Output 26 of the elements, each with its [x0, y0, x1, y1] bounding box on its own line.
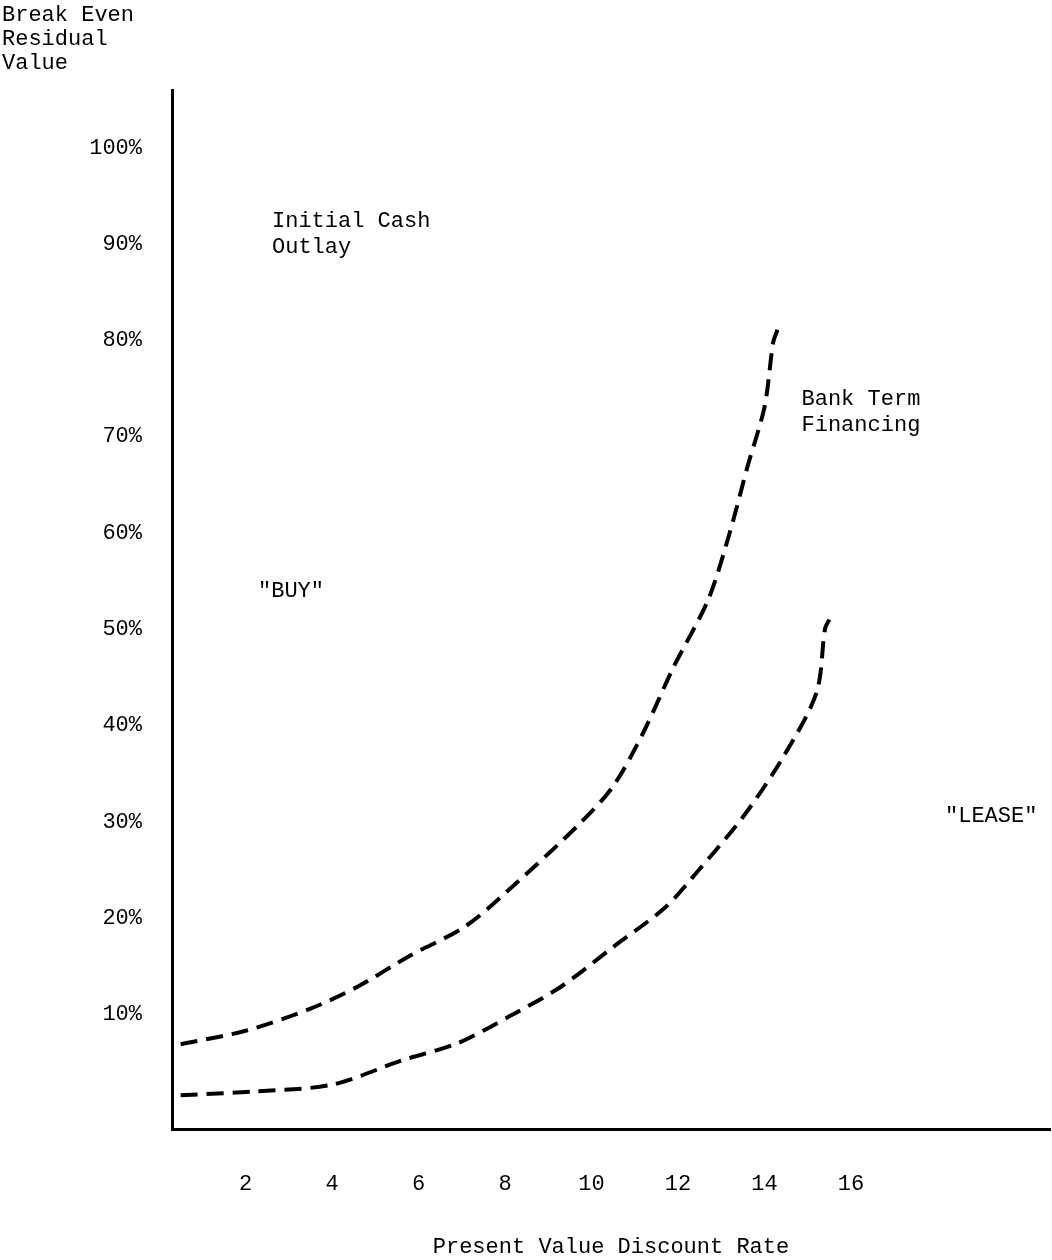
y-tick-label: 30% [102, 809, 143, 835]
y-tick-label: 70% [102, 424, 143, 450]
x-tick-label: 6 [411, 1172, 426, 1198]
annotation: "LEASE" [945, 803, 1038, 829]
y-axis-title: Break Even Residual Value [2, 2, 135, 76]
annotation: Initial Cash Outlay [272, 208, 431, 260]
series-label: Bank Term Financing [801, 386, 921, 438]
annotation: "BUY" [258, 578, 325, 604]
x-tick-label: 14 [751, 1172, 778, 1198]
y-tick-label: 20% [102, 905, 143, 931]
x-tick-label: 8 [498, 1172, 512, 1198]
x-tick-label: 4 [325, 1172, 339, 1198]
x-axis-title: Present Value Discount Rate [432, 1234, 790, 1260]
y-tick-label: 60% [102, 520, 143, 546]
y-tick-label: 40% [102, 713, 143, 739]
y-tick-label: 90% [102, 231, 143, 257]
y-tick-label: 80% [102, 328, 143, 354]
line-series [178, 327, 780, 1047]
x-tick-label: 10 [578, 1172, 605, 1198]
x-tick-label: 16 [837, 1172, 865, 1198]
x-tick-label: 12 [664, 1172, 692, 1198]
x-tick-label: 2 [238, 1172, 253, 1198]
y-tick-label: 10% [102, 1002, 143, 1028]
y-tick-label: 100% [89, 135, 143, 161]
y-tick-label: 50% [102, 617, 143, 643]
line-series [178, 617, 832, 1098]
